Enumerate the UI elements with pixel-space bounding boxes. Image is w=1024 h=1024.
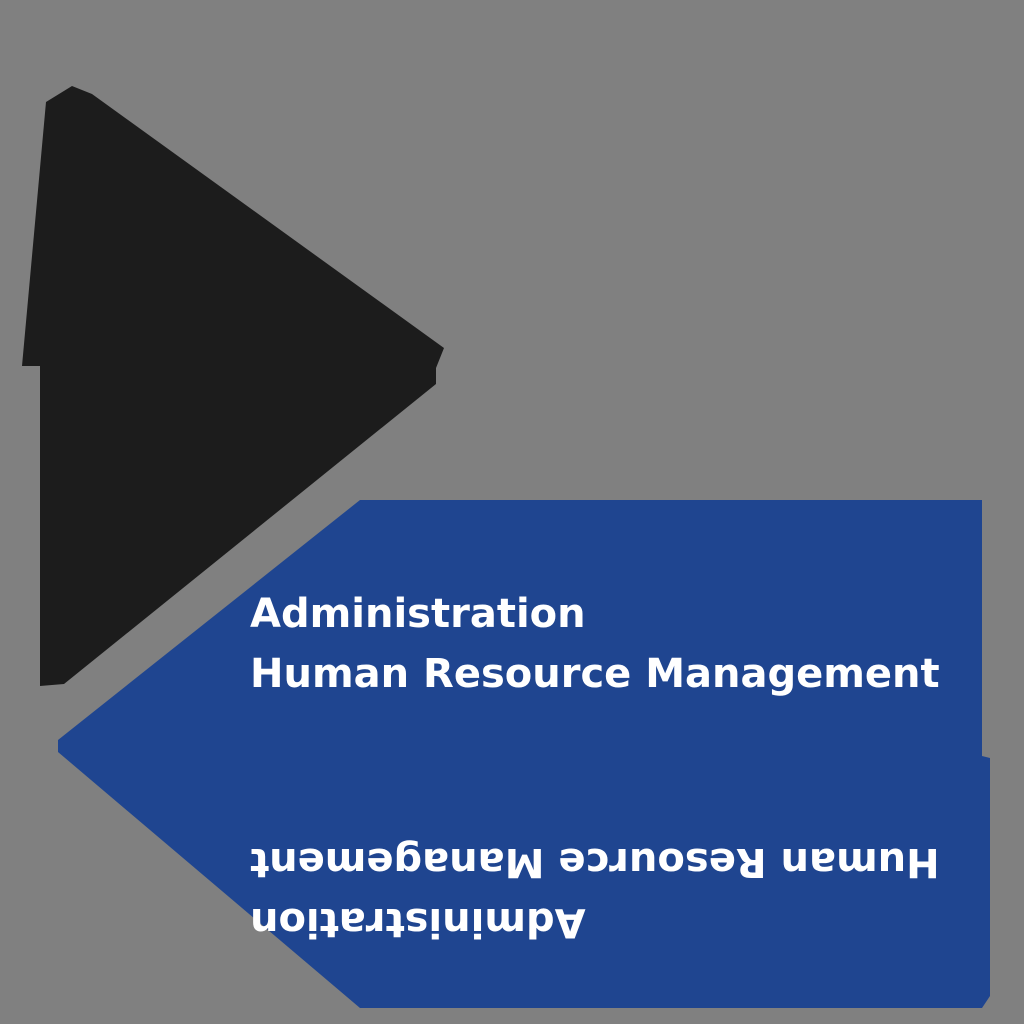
dark-arrow-shape <box>22 86 444 686</box>
upper-label: Administration Human Resource Management <box>250 584 990 704</box>
upper-label-line-1: Administration <box>250 591 586 637</box>
lower-label-upside-down: Administration Human Resource Management <box>250 832 974 952</box>
upper-label-line-2: Human Resource Management <box>250 651 940 697</box>
lower-label-line-2: Human Resource Management <box>250 839 940 885</box>
blue-arrow-shape <box>58 500 990 1008</box>
lower-label-line-1: Administration <box>250 899 586 945</box>
